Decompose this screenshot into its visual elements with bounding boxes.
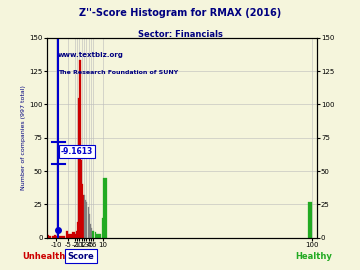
Bar [59,236,61,238]
Bar [82,184,83,238]
Bar [90,224,91,238]
Bar [68,234,70,238]
Bar [87,207,89,238]
Bar [89,214,90,238]
Bar [80,60,81,238]
Bar [51,236,54,238]
Text: The Research Foundation of SUNY: The Research Foundation of SUNY [58,70,178,75]
Bar [84,195,85,238]
Bar [54,235,56,238]
Bar [78,98,79,238]
Bar [98,234,99,238]
Bar [83,195,84,238]
Bar [77,222,78,238]
Bar [75,234,76,238]
Bar [72,232,75,238]
Bar [86,202,87,238]
Bar [308,202,312,238]
Bar [93,231,94,238]
Bar [95,232,96,238]
Bar [81,160,82,238]
Text: Healthy: Healthy [295,252,332,261]
Bar [85,200,86,238]
Bar [103,178,107,238]
Text: Z''-Score Histogram for RMAX (2016): Z''-Score Histogram for RMAX (2016) [79,8,281,18]
Bar [91,228,92,238]
Text: www.textbiz.org: www.textbiz.org [58,52,123,58]
Bar [61,236,63,238]
Bar [70,234,72,238]
Bar [92,231,93,238]
Bar [97,234,98,238]
Bar [100,234,102,238]
Text: Unhealthy: Unhealthy [22,252,71,261]
Bar [76,231,77,238]
Bar [47,235,49,238]
Bar [102,218,103,238]
Y-axis label: Number of companies (997 total): Number of companies (997 total) [21,85,26,190]
Bar [49,236,51,238]
Bar [96,234,97,238]
Bar [99,234,100,238]
Text: Score: Score [68,252,94,261]
Bar [56,236,58,238]
Text: Sector: Financials: Sector: Financials [138,30,222,39]
Bar [63,236,65,238]
Bar [66,231,68,238]
Text: -9.1613: -9.1613 [61,147,93,156]
